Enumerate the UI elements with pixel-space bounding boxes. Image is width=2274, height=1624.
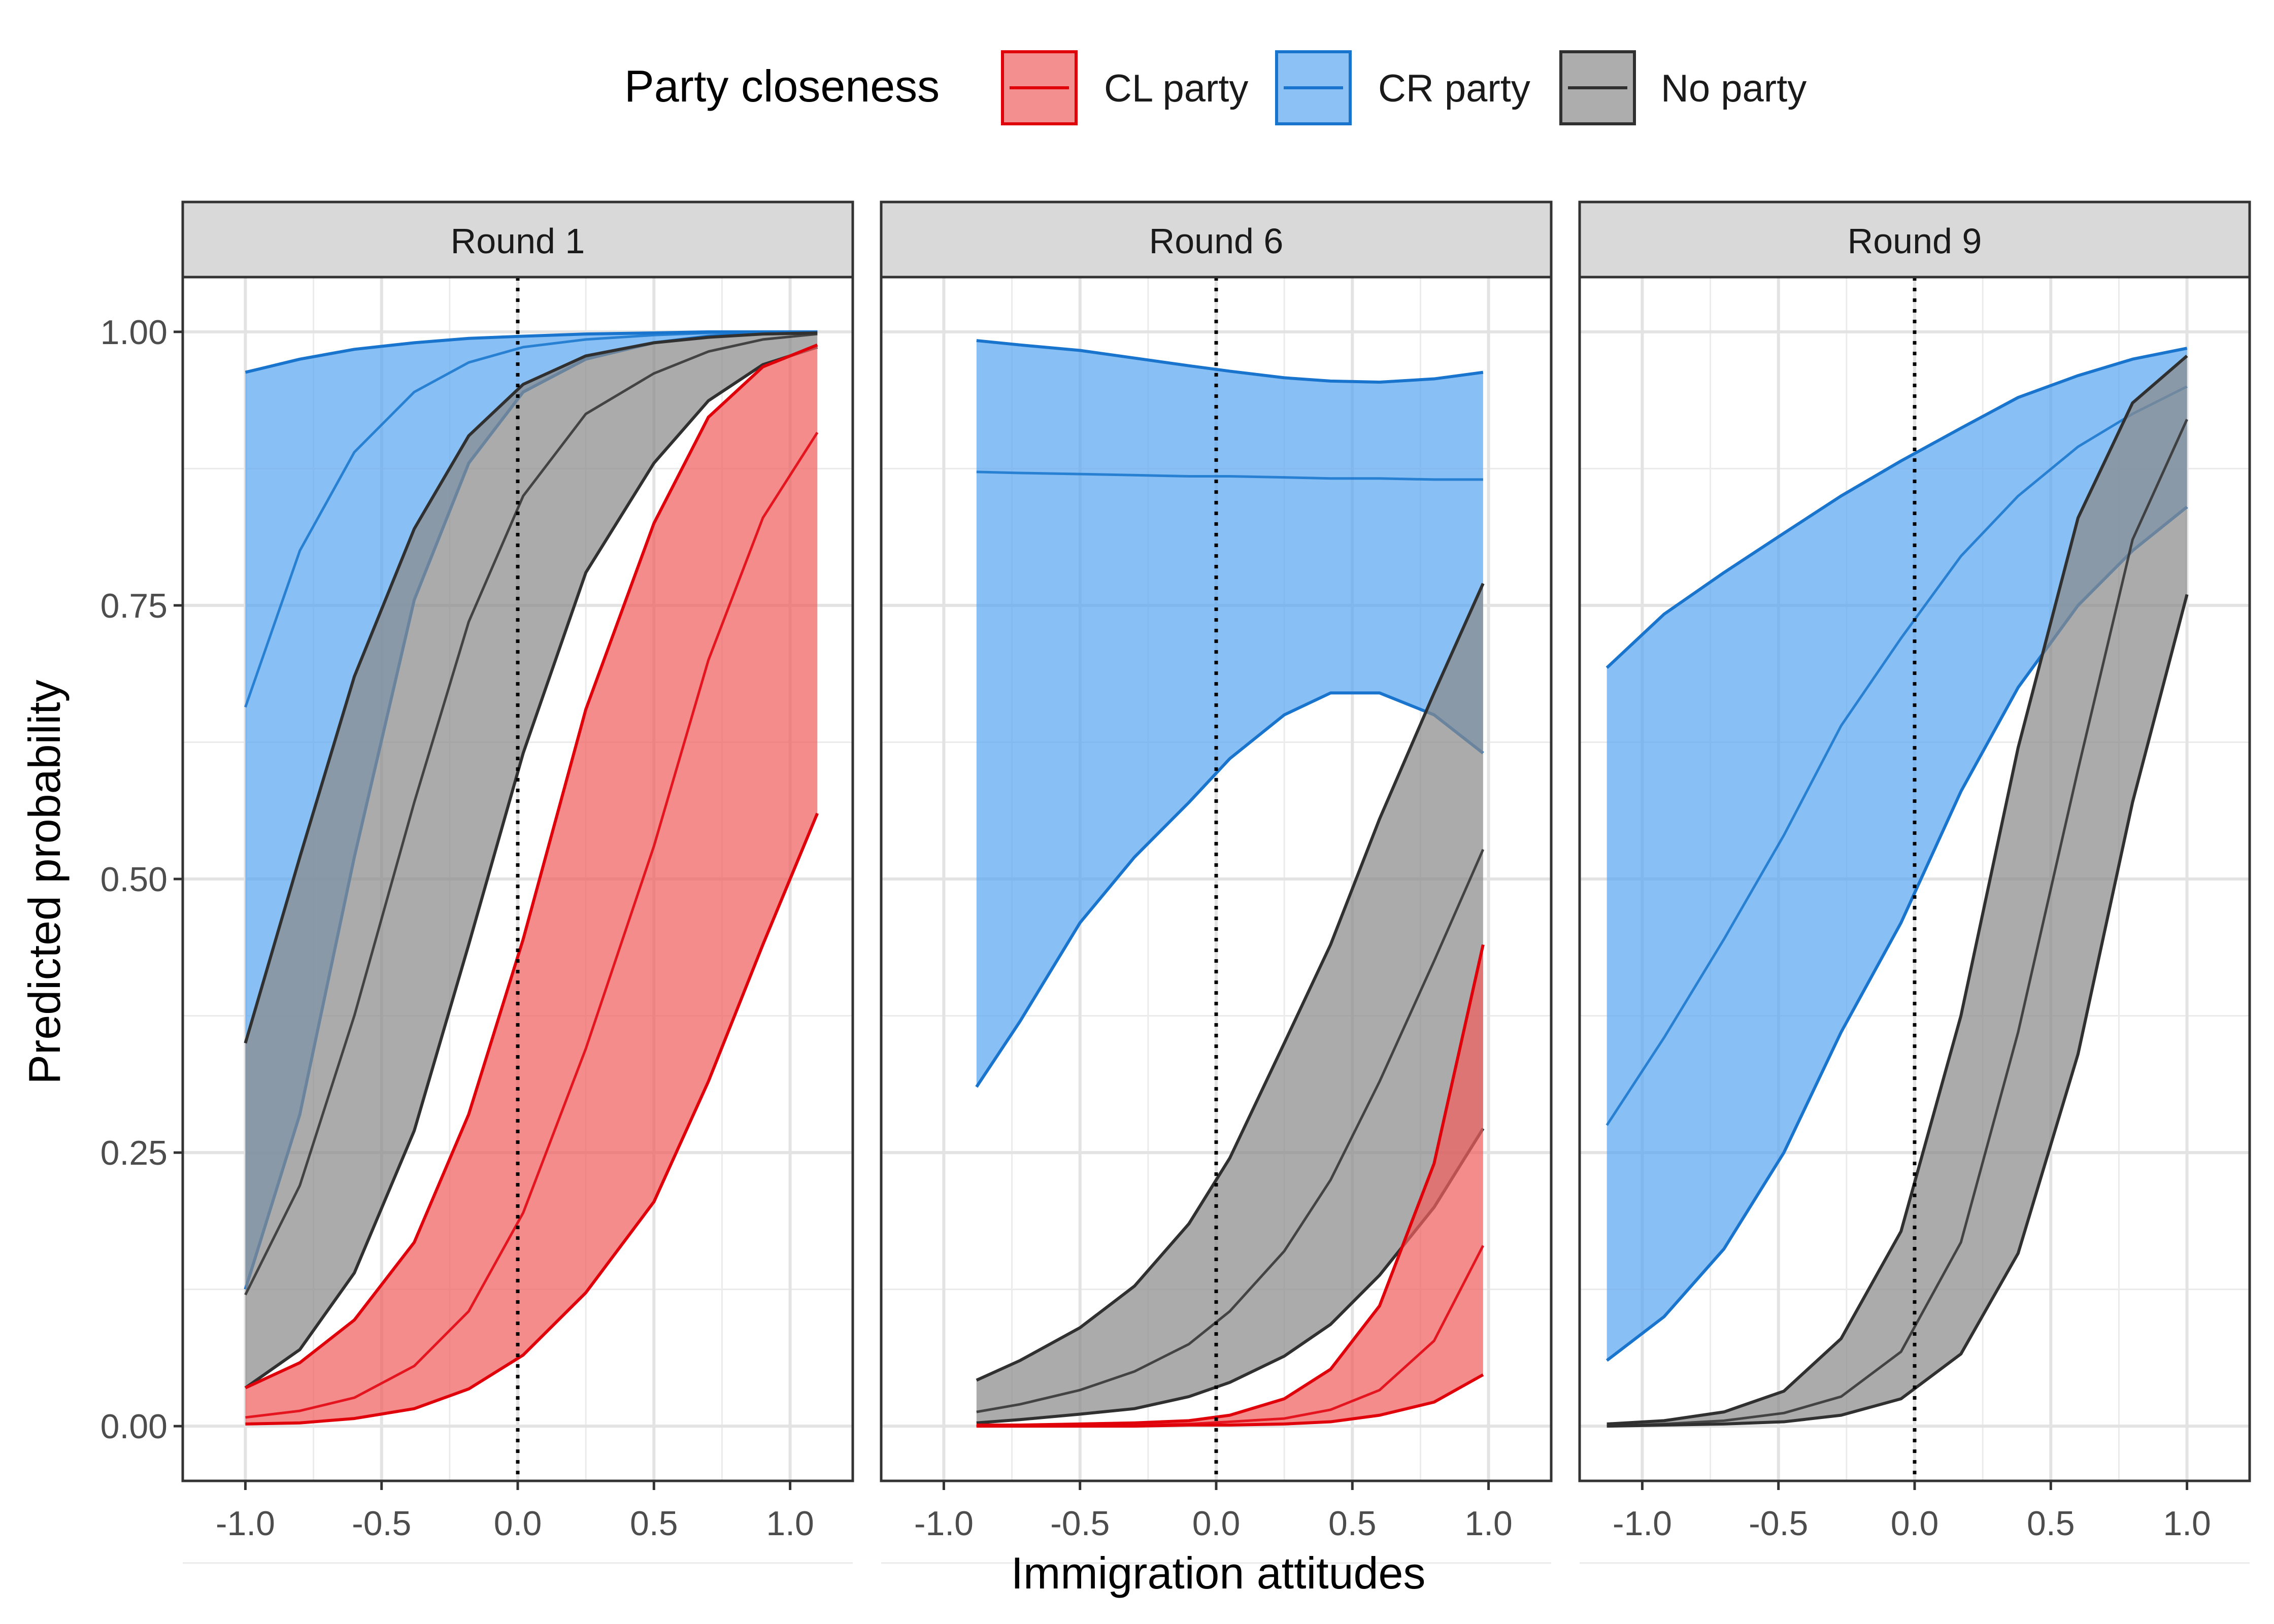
line-lower-cl-party (245, 813, 819, 1426)
series-cl-party (976, 944, 1485, 1428)
x-tick-label: 0.0 (1891, 1504, 1939, 1543)
line-upper-no-party (244, 331, 818, 1044)
line-mid-cr-party (244, 330, 818, 708)
x-tick-label: -0.5 (1749, 1504, 1808, 1543)
x-tick-label: 0.0 (1192, 1504, 1241, 1543)
x-tick-label: 1.0 (766, 1504, 814, 1543)
strip-round-6 (880, 200, 1553, 279)
series-no-party (976, 583, 1485, 1425)
panel-round-6: Round 6 -1.0 -0.5 0.0 0.5 1.0 (880, 200, 1553, 1564)
strip-label-round-9: Round 9 (1848, 221, 1982, 261)
panel-round-1: Round 1 -1.0 -0.5 0.0 0.5 1.0 0.00 0.25 0.50 0.75… (101, 200, 854, 1564)
x-tick-label: -0.5 (1050, 1504, 1110, 1543)
line-mid-cl-party (245, 431, 819, 1419)
x-tick-label: 0.5 (1328, 1504, 1377, 1543)
x-tick-label: -1.0 (1613, 1504, 1672, 1543)
ribbon-cr-party (1607, 348, 2187, 1361)
y-tick-label: 0.50 (101, 860, 168, 899)
line-upper-cl-party (245, 343, 818, 1390)
legend-label-no-party: No party (1661, 67, 1807, 110)
legend-label-cl-party: CL party (1104, 67, 1248, 110)
line-lower-cr-party (975, 691, 1484, 1088)
series-cr-party (975, 339, 1484, 1088)
x-tick-label: 1.0 (1464, 1504, 1513, 1543)
x-tick-label: 0.5 (630, 1504, 678, 1543)
x-tick-label: 0.5 (2027, 1504, 2075, 1543)
strip-round-9 (1578, 200, 2251, 279)
y-tick-label: 0.25 (101, 1134, 168, 1172)
line-lower-no-party (976, 1128, 1485, 1425)
line-mid-no-party (244, 332, 818, 1296)
ribbon-cr-party (976, 341, 1483, 1087)
x-tick-label: -1.0 (914, 1504, 974, 1543)
line-lower-no-party (1607, 594, 2189, 1428)
line-upper-no-party (1607, 354, 2188, 1426)
y-tick-label: 1.00 (101, 313, 168, 352)
ribbon-no-party (1607, 356, 2187, 1427)
line-lower-no-party (244, 346, 818, 1390)
legend: Party closeness CL party CR party No party (624, 50, 1807, 125)
x-tick-label: 0.0 (494, 1504, 542, 1543)
ribbon-no-party (976, 583, 1483, 1423)
line-upper-no-party (976, 583, 1485, 1382)
y-tick-label: 0.00 (101, 1407, 168, 1446)
strip-label-round-1: Round 1 (451, 221, 585, 261)
series-no-party (244, 331, 818, 1390)
line-mid-no-party (1607, 419, 2188, 1428)
line-mid-cr-party (976, 470, 1483, 481)
ribbon-cr-party (245, 331, 818, 1290)
ribbon-no-party (245, 332, 818, 1388)
ribbon-cl-party (976, 944, 1483, 1427)
series-cr-party (1606, 347, 2188, 1362)
line-mid-cr-party (1606, 385, 2188, 1126)
line-upper-cr-party (976, 339, 1484, 384)
x-tick-label: -0.5 (352, 1504, 411, 1543)
line-mid-no-party (976, 849, 1485, 1413)
series-cl-party (245, 343, 819, 1426)
panel-round-9: Round 9 -1.0 -0.5 0.0 0.5 1.0 (1578, 200, 2251, 1564)
y-axis-title: Predicted probability (19, 680, 70, 1084)
line-lower-cl-party (976, 1373, 1484, 1428)
legend-title: Party closeness (624, 61, 940, 111)
legend-label-cr-party: CR party (1378, 67, 1530, 110)
x-tick-label: -1.0 (216, 1504, 275, 1543)
strip-label-round-6: Round 6 (1149, 221, 1284, 261)
x-tick-label: 1.0 (2163, 1504, 2211, 1543)
facet-panels: Round 1 -1.0 -0.5 0.0 0.5 1.0 0.00 0.25 0.50 0.75… (101, 200, 2251, 1564)
line-upper-cr-party (1606, 347, 2188, 669)
y-tick-label: 0.75 (101, 587, 168, 625)
series-no-party (1607, 354, 2189, 1428)
x-axis-title: Immigration attitudes (1011, 1548, 1426, 1598)
